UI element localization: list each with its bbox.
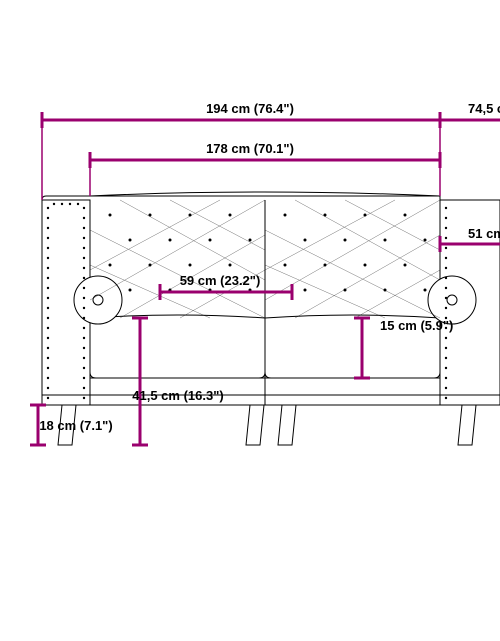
label-width-inner: 178 cm (70.1") [206, 141, 294, 156]
label-width-total: 194 cm (76.4") [206, 101, 294, 116]
label-seat-height: 41,5 cm (16.3") [132, 388, 223, 403]
tufting-right [284, 214, 427, 292]
label-leg-height: 18 cm (7.1") [39, 418, 112, 433]
sofa-legs [58, 405, 476, 445]
label-seat-depth: 59 cm (23.2") [180, 273, 261, 288]
label-cushion-height: 15 cm (5.9") [380, 318, 453, 333]
label-width-right: 74,5 cm [468, 101, 500, 116]
dimension-diagram: 194 cm (76.4") 74,5 cm 178 cm (70.1") 59… [0, 0, 500, 641]
label-side-width: 51 cm (2 [468, 226, 500, 241]
